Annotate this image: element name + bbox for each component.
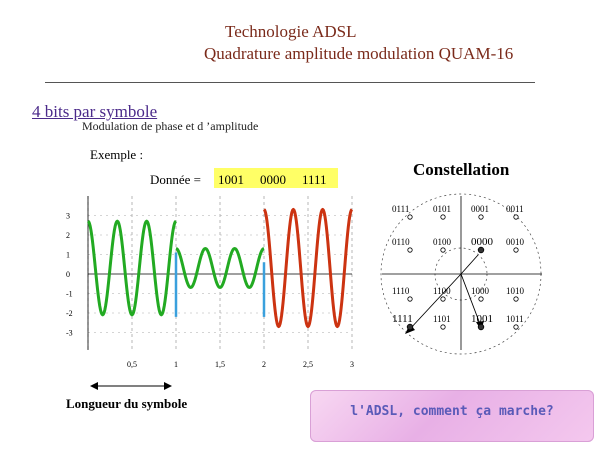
waveform-grid [87,196,353,350]
symbol-length-label: Longueur du symbole [66,396,188,411]
waveform-series [87,208,354,328]
title-line-2: Quadrature amplitude modulation QUAM-16 [204,44,514,63]
constellation-label-0101: 0101 [433,204,451,214]
x-tick-label: 2,5 [303,360,313,369]
constellation-point-1101 [440,324,446,330]
data-label: Donnée = [150,172,202,187]
constellation-label-0111: 0111 [392,204,409,214]
adsl-banner-text[interactable]: l'ADSL, comment ça marche? [350,404,554,419]
constellation-label-1011: 1011 [506,314,524,324]
constellation-label-1000: 1000 [471,286,490,296]
constellation-label-0100: 0100 [433,237,452,247]
constellation-grid [380,193,542,355]
constellation-point-1111 [406,323,414,331]
constellation-point-1000 [478,296,484,302]
constellation-title: Constellation [413,160,510,179]
constellation-point-1001 [477,323,485,331]
waveform-axes [87,196,352,350]
constellation-point-0010 [513,247,519,253]
y-tick-label: 1 [66,251,70,260]
constellation-label-1001: 1001 [471,313,493,325]
constellation-label-1111: 1111 [392,313,413,325]
x-tick-label: 2 [262,360,266,369]
constellation-label-1110: 1110 [392,286,410,296]
symbol-length-arrow [90,382,172,390]
symbol-length-arrowhead-right [164,382,172,390]
y-tick-label: -2 [66,309,73,318]
title-divider [45,82,535,83]
constellation-point-0011 [513,214,519,220]
waveform-tick-labels: 0,5 1 1,5 2 2,5 3 3 2 1 0 -1 -2 -3 [66,212,354,370]
example-label: Exemple : [90,147,144,162]
section-heading: 4 bits par symbole [32,102,158,121]
constellation-label-0001: 0001 [471,204,489,214]
vector-1001 [460,273,481,325]
title-line-1: Technologie ADSL [225,22,357,41]
y-tick-label: 3 [66,212,70,221]
constellation-point-0110 [407,247,413,253]
y-tick-label: -3 [66,329,73,338]
constellation-point-0001 [478,214,484,220]
section-subheading: Modulation de phase et d ’amplitude [82,119,259,133]
vector-1111 [408,273,462,331]
constellation-point-0111 [407,214,413,220]
constellation-label-0011: 0011 [506,204,524,214]
adsl-banner[interactable] [310,390,594,442]
data-value-2: 0000 [260,172,286,187]
x-tick-label: 1 [174,360,178,369]
constellation-label-0000: 0000 [471,236,494,248]
data-highlight-box [214,168,338,188]
constellation-point-1100 [440,296,446,302]
x-tick-label: 1,5 [215,360,225,369]
constellation-point-0101 [440,214,446,220]
constellation-label-0010: 0010 [506,237,525,247]
constellation-label-0110: 0110 [392,237,410,247]
symbol-boundary-markers [174,252,266,317]
y-tick-label: -1 [66,290,73,299]
data-value-1: 1001 [218,172,244,187]
constellation-label-1010: 1010 [506,286,525,296]
constellation-label-1100: 1100 [433,286,451,296]
wave-series-1111 [262,208,354,328]
x-tick-label: 3 [350,360,354,369]
constellation-point-1010 [513,296,519,302]
symbol-length-arrowhead-left [90,382,98,390]
y-tick-label: 0 [66,270,70,279]
constellation-point-1110 [407,296,413,302]
y-tick-label: 2 [66,231,70,240]
constellation-point-0100 [440,247,446,253]
constellation-point-1011 [513,324,519,330]
wave-series-1001 [87,219,177,317]
wave-series-0000 [175,247,265,289]
constellation-label-1101: 1101 [433,314,451,324]
constellation-points: 0111 0101 0001 0011 0110 0100 0000 0010 1110 1100… [392,204,525,331]
constellation-point-0000 [477,246,485,254]
x-tick-label: 0,5 [127,360,137,369]
vector-0000 [460,254,479,275]
data-value-3: 1111 [302,172,327,187]
